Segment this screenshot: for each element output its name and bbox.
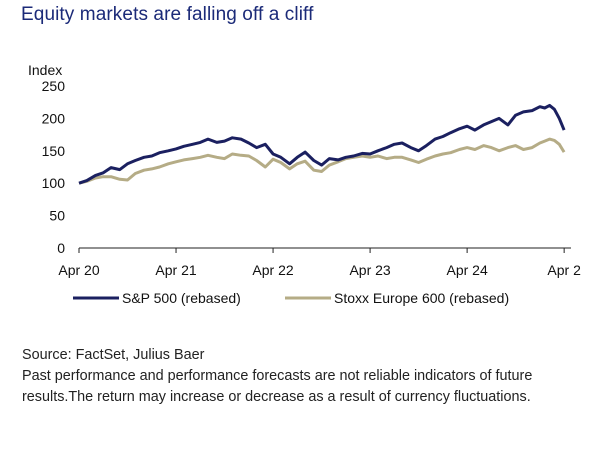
x-tick-label: Apr 20 bbox=[58, 262, 99, 278]
y-axis-label: Index bbox=[28, 62, 62, 78]
line-chart: Index 0 50 100 150 200 250 Apr 20 Apr 21 Apr 22… bbox=[28, 62, 581, 306]
x-tick-label: Apr 22 bbox=[252, 262, 293, 278]
y-tick-label: 100 bbox=[42, 175, 66, 191]
series-line bbox=[78, 137, 566, 185]
y-tick-label: 50 bbox=[49, 208, 65, 224]
legend-label: Stoxx Europe 600 (rebased) bbox=[334, 290, 509, 306]
x-axis: Apr 20 Apr 21 Apr 22 Apr 23 Apr 24 Apr 2 bbox=[58, 247, 581, 278]
source-note: Source: FactSet, Julius Baer bbox=[22, 347, 205, 363]
chart-footer: Source: FactSet, Julius Baer Past perfor… bbox=[22, 345, 592, 408]
y-tick-label: 200 bbox=[42, 110, 66, 126]
chart-title: Equity markets are falling off a cliff bbox=[21, 4, 314, 25]
x-tick-label: Apr 24 bbox=[446, 262, 487, 278]
y-tick-label: 250 bbox=[42, 78, 66, 94]
x-tick-label: Apr 23 bbox=[349, 262, 390, 278]
legend-label: S&P 500 (rebased) bbox=[122, 290, 241, 306]
series-line bbox=[78, 103, 566, 185]
x-tick-label: Apr 2 bbox=[547, 262, 581, 278]
disclaimer-note: Past performance and performance forecas… bbox=[22, 368, 533, 405]
y-axis: 0 50 100 150 200 250 bbox=[42, 78, 66, 256]
y-tick-label: 0 bbox=[57, 240, 65, 256]
series-layer bbox=[78, 103, 566, 185]
legend: S&P 500 (rebased) Stoxx Europe 600 (rebas… bbox=[73, 290, 509, 306]
x-tick-label: Apr 21 bbox=[155, 262, 196, 278]
y-tick-label: 150 bbox=[42, 143, 66, 159]
